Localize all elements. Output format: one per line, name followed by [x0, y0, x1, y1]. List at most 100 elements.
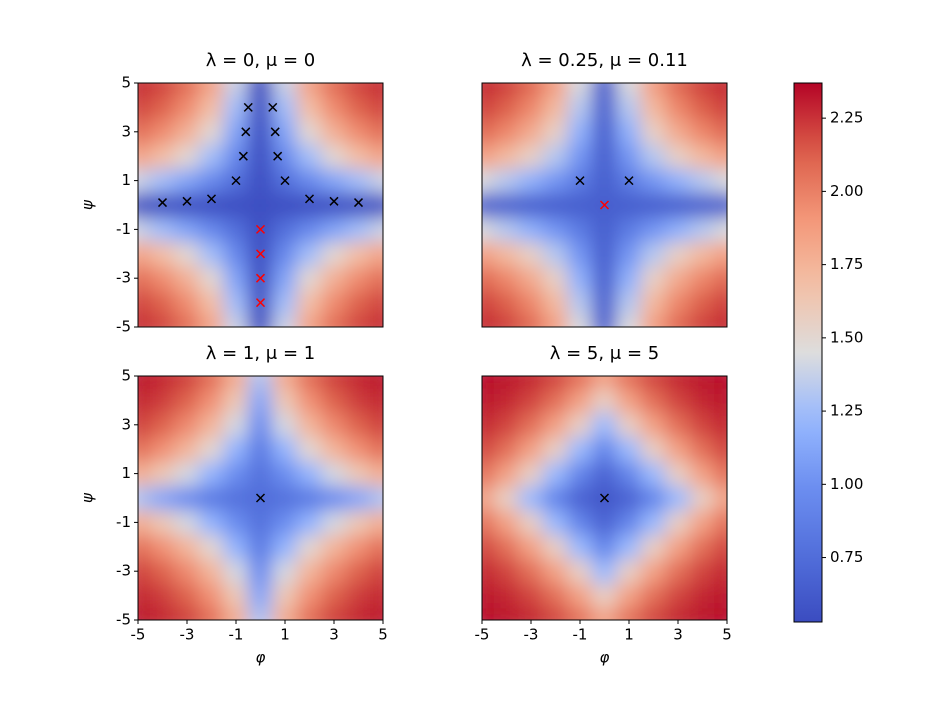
heatmap-cell	[296, 119, 323, 145]
panel-frame	[137, 82, 384, 328]
heatmap-cell	[665, 607, 691, 620]
heatmap-cell	[198, 241, 225, 267]
y-tick-label: 3	[121, 122, 131, 140]
heatmap-cell	[345, 314, 372, 327]
heatmap-cell	[149, 436, 176, 462]
heatmap-cell	[345, 83, 372, 96]
heatmap-cell	[714, 534, 727, 560]
heatmap-cell	[640, 83, 667, 96]
heatmap-cell	[174, 460, 200, 487]
heatmap-cell	[714, 412, 727, 438]
heatmap-cell	[272, 376, 298, 389]
heatmap	[138, 376, 383, 620]
colorbar	[793, 82, 823, 623]
heatmap-cell	[518, 436, 544, 462]
heatmap-cell	[296, 607, 323, 620]
heatmap-cell	[370, 436, 383, 462]
heatmap-cell	[272, 83, 298, 96]
heatmap-cell	[714, 289, 727, 316]
heatmap-cell	[542, 485, 569, 511]
heatmap-cell	[640, 412, 667, 438]
heatmap-cell	[149, 387, 176, 414]
heatmap-cell	[198, 485, 225, 511]
heatmap-cell	[138, 534, 151, 560]
heatmap-cell	[665, 509, 691, 536]
heatmap-cell	[223, 436, 249, 462]
heatmap-cell	[296, 412, 323, 438]
heatmap-cell	[567, 241, 593, 267]
heatmap-cell	[321, 534, 347, 560]
heatmap-cell	[272, 436, 298, 462]
heatmap-cell	[493, 167, 520, 194]
heatmap-cell	[640, 143, 667, 169]
heatmap-cells	[482, 376, 727, 620]
heatmap-cell	[198, 94, 225, 121]
heatmap-cell	[591, 607, 618, 620]
heatmap-cell	[149, 216, 176, 243]
heatmap-cell	[321, 143, 347, 169]
heatmap-cell	[518, 289, 544, 316]
heatmap-cell	[174, 387, 200, 414]
heatmap-cell	[345, 485, 372, 511]
heatmap-cell	[714, 436, 727, 462]
heatmap-cell	[321, 314, 347, 327]
heatmap-cell	[149, 94, 176, 121]
heatmap-cell	[493, 216, 520, 243]
heatmap-cell	[665, 83, 691, 96]
heatmap-cell	[370, 83, 383, 96]
heatmap-cell	[247, 94, 274, 121]
heatmap-cell	[345, 534, 372, 560]
heatmap-cell	[345, 216, 372, 243]
heatmap-cell	[518, 192, 544, 218]
heatmap-cell	[174, 94, 200, 121]
heatmap-cell	[223, 83, 249, 96]
heatmap-cell	[493, 582, 520, 609]
heatmap-cell	[567, 216, 593, 243]
heatmap-cell	[138, 265, 151, 291]
heatmap-cell	[174, 216, 200, 243]
heatmap-cell	[616, 485, 642, 511]
heatmap-cell	[640, 582, 667, 609]
heatmap-cell	[345, 167, 372, 194]
heatmap-cell	[665, 534, 691, 560]
heatmap-cell	[272, 607, 298, 620]
marker	[268, 102, 278, 112]
heatmap-cell	[665, 216, 691, 243]
heatmap-cell	[714, 119, 727, 145]
heatmap-cell	[345, 509, 372, 536]
heatmap-cell	[689, 143, 716, 169]
heatmap-cell	[345, 265, 372, 291]
x-tick-label: -3	[180, 626, 195, 644]
heatmap-cell	[482, 412, 495, 438]
heatmap-cell	[616, 509, 642, 536]
heatmap-cell	[149, 289, 176, 316]
heatmap-cell	[198, 607, 225, 620]
heatmap-cell	[321, 607, 347, 620]
heatmap-cell	[591, 436, 618, 462]
heatmap-cell	[689, 94, 716, 121]
marker	[575, 176, 585, 186]
heatmap-cell	[149, 485, 176, 511]
heatmap-cell	[714, 485, 727, 511]
heatmap-cell	[665, 167, 691, 194]
heatmap-cell	[640, 289, 667, 316]
heatmap-cell	[482, 376, 495, 389]
heatmap-cell	[640, 485, 667, 511]
heatmap-cell	[616, 83, 642, 96]
heatmap-cell	[689, 289, 716, 316]
heatmap-cell	[542, 412, 569, 438]
heatmap-cell	[591, 94, 618, 121]
heatmap-cell	[689, 167, 716, 194]
heatmap-cell	[493, 143, 520, 169]
heatmap-cell	[567, 412, 593, 438]
heatmap-cell	[665, 289, 691, 316]
heatmap-cell	[493, 265, 520, 291]
heatmap-cell	[689, 558, 716, 584]
heatmap-cell	[138, 216, 151, 243]
heatmap-cell	[493, 485, 520, 511]
heatmap-cell	[174, 241, 200, 267]
heatmap-cell	[616, 119, 642, 145]
heatmap-cell	[616, 436, 642, 462]
heatmap-cell	[138, 582, 151, 609]
heatmap-cell	[138, 460, 151, 487]
